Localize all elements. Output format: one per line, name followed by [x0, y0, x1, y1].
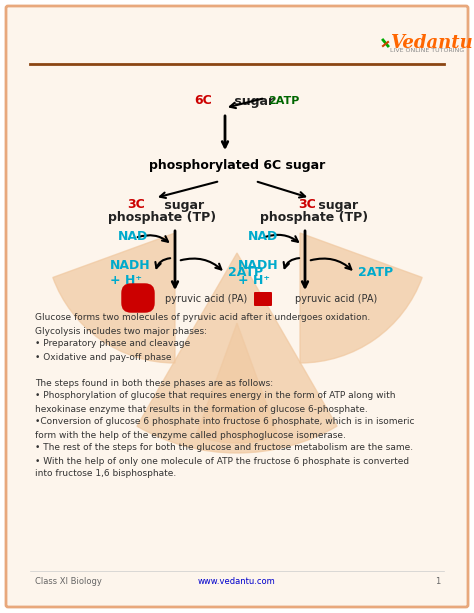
- Wedge shape: [137, 253, 337, 453]
- Text: sugar: sugar: [160, 199, 204, 211]
- Text: hexokinase enzyme that results in the formation of glucose 6-phosphate.: hexokinase enzyme that results in the fo…: [35, 405, 368, 414]
- Text: phosphorylated 6C sugar: phosphorylated 6C sugar: [149, 159, 325, 172]
- Text: Glucose forms two molecules of pyruvic acid after it undergoes oxidation.: Glucose forms two molecules of pyruvic a…: [35, 313, 370, 322]
- Text: NAD: NAD: [248, 229, 278, 243]
- Text: • Phosphorylation of glucose that requires energy in the form of ATP along with: • Phosphorylation of glucose that requir…: [35, 392, 395, 400]
- Text: Vedantu: Vedantu: [390, 34, 473, 52]
- Text: www.vedantu.com: www.vedantu.com: [198, 576, 276, 585]
- Text: NAD: NAD: [118, 229, 148, 243]
- Text: sugar: sugar: [314, 199, 358, 211]
- Text: into fructose 1,6 bisphosphate.: into fructose 1,6 bisphosphate.: [35, 470, 176, 479]
- Text: Class XI Biology: Class XI Biology: [35, 576, 102, 585]
- Text: phosphate (TP): phosphate (TP): [260, 210, 368, 224]
- Text: NADH
+ H⁺: NADH + H⁺: [110, 259, 151, 287]
- Text: phosphate (TP): phosphate (TP): [108, 210, 216, 224]
- Text: 2ATP: 2ATP: [358, 267, 393, 280]
- Text: 3C: 3C: [298, 199, 316, 211]
- Wedge shape: [300, 233, 422, 363]
- Wedge shape: [196, 323, 278, 443]
- Text: pyruvic acid (PA): pyruvic acid (PA): [165, 294, 247, 304]
- FancyBboxPatch shape: [124, 292, 142, 306]
- Text: • Preparatory phase and cleavage: • Preparatory phase and cleavage: [35, 340, 190, 349]
- Text: Glycolysis includes two major phases:: Glycolysis includes two major phases:: [35, 327, 207, 335]
- Text: 2ATP: 2ATP: [268, 96, 300, 106]
- Text: 6C: 6C: [194, 94, 212, 107]
- Wedge shape: [53, 233, 175, 363]
- Text: NADH
+ H⁺: NADH + H⁺: [238, 259, 279, 287]
- Text: • Oxidative and pay-off phase: • Oxidative and pay-off phase: [35, 352, 172, 362]
- FancyBboxPatch shape: [6, 6, 468, 607]
- Text: •Conversion of glucose 6 phosphate into fructose 6 phosphate, which is in isomer: •Conversion of glucose 6 phosphate into …: [35, 417, 414, 427]
- Text: 2ATP: 2ATP: [228, 267, 263, 280]
- Text: 1: 1: [435, 576, 440, 585]
- Text: 3C: 3C: [127, 199, 145, 211]
- Text: pyruvic acid (PA): pyruvic acid (PA): [295, 294, 377, 304]
- Text: sugar: sugar: [230, 94, 274, 107]
- Text: • The rest of the steps for both the glucose and fructose metabolism are the sam: • The rest of the steps for both the glu…: [35, 443, 413, 452]
- Text: LIVE ONLINE TUTORING: LIVE ONLINE TUTORING: [390, 48, 464, 53]
- FancyBboxPatch shape: [254, 292, 272, 306]
- Text: The steps found in both these phases are as follows:: The steps found in both these phases are…: [35, 378, 273, 387]
- Text: form with the help of the enzyme called phosphoglucose isomerase.: form with the help of the enzyme called …: [35, 430, 346, 440]
- Text: • With the help of only one molecule of ATP the fructose 6 phosphate is converte: • With the help of only one molecule of …: [35, 457, 409, 465]
- Text: 3C: 3C: [131, 293, 145, 303]
